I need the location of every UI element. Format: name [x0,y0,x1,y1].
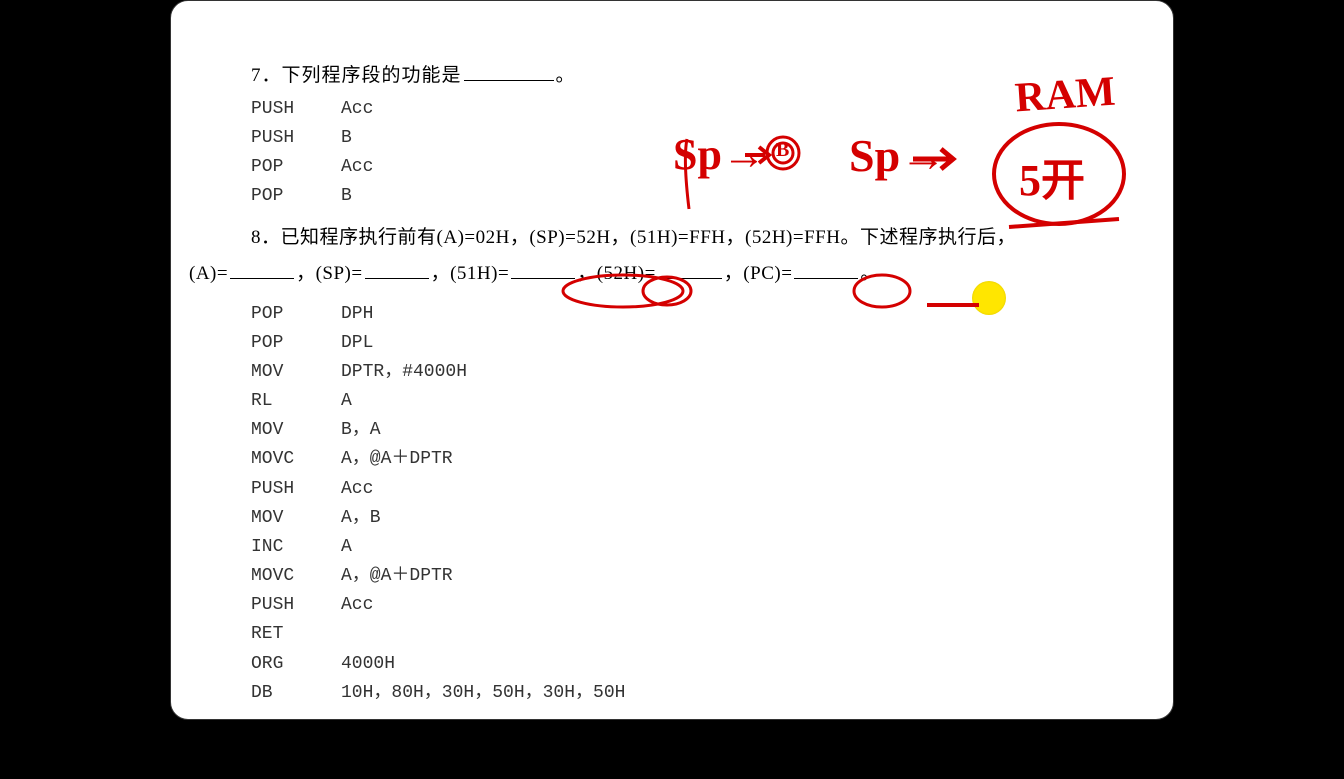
q7-code-row: PUSHB [251,124,1155,153]
q7-blank [464,59,554,81]
q8-blank-51h [511,257,575,279]
q8-part: (A)= [189,263,228,284]
q8-code-row: RLA [251,387,1155,416]
q7-text-b: 。 [556,65,576,86]
q8-code: POPDPH POPDPL MOVDPTR，#4000H RLA MOVB，A … [251,300,1155,708]
q7-stem: 7．下列程序段的功能是 。 [251,59,1155,87]
q8-part: ，(SP)= [296,263,363,284]
q8-part: 。 [860,263,880,284]
q8-code-row: POPDPH [251,300,1155,329]
q8-stem-line2: (A)= ，(SP)= ，(51H)= ，(52H)= ，(PC)= 。 [189,256,1155,292]
q8-code-row: MOVA，B [251,504,1155,533]
q8-code-row: DB10H，80H，30H，50H，30H，50H [251,679,1155,708]
q8-code-row: PUSHAcc [251,475,1155,504]
q8-code-row: MOVB，A [251,416,1155,445]
q8-part: ，(52H)= [577,263,656,284]
q8-blank-a [230,257,294,279]
q8-code-row: INCA [251,533,1155,562]
q8-code-row: POPDPL [251,329,1155,358]
q8-code-row: PUSHAcc [251,591,1155,620]
highlight-dot [972,281,1006,315]
q8-blank-52h [658,257,722,279]
q8-code-row: MOVCA，@A＋DPTR [251,562,1155,591]
document-page: 7．下列程序段的功能是。 PUSHAcc PUSHB POPAcc POPB 8… [170,0,1174,720]
q7-code-row: PUSHAcc [251,95,1155,124]
q8-part: ，(PC)= [724,263,793,284]
content-area: 7．下列程序段的功能是。 PUSHAcc PUSHB POPAcc POPB 8… [189,59,1155,708]
q8-code-row: MOVCA，@A＋DPTR [251,445,1155,474]
q8-code-row: RET [251,620,1155,649]
q8-number: 8． [251,227,281,248]
q8-code-row: ORG4000H [251,650,1155,679]
q8-blank-pc [794,257,858,279]
q8-stem1: 已知程序执行前有(A)=02H，(SP)=52H，(51H)=FFH，(52H)… [281,227,1016,248]
q7-code-row: POPAcc [251,153,1155,182]
q8-code-row: MOVDPTR，#4000H [251,358,1155,387]
q8-stem-line1: 8．已知程序执行前有(A)=02H，(SP)=52H，(51H)=FFH，(52… [251,220,1155,256]
q8-part: ，(51H)= [431,263,510,284]
q7-code-row: POPB [251,182,1155,211]
q8-blank-sp [365,257,429,279]
q7-number: 7． [251,65,282,86]
q7-text-a: 下列程序段的功能是 [282,65,462,86]
q7-code: PUSHAcc PUSHB POPAcc POPB [251,95,1155,212]
